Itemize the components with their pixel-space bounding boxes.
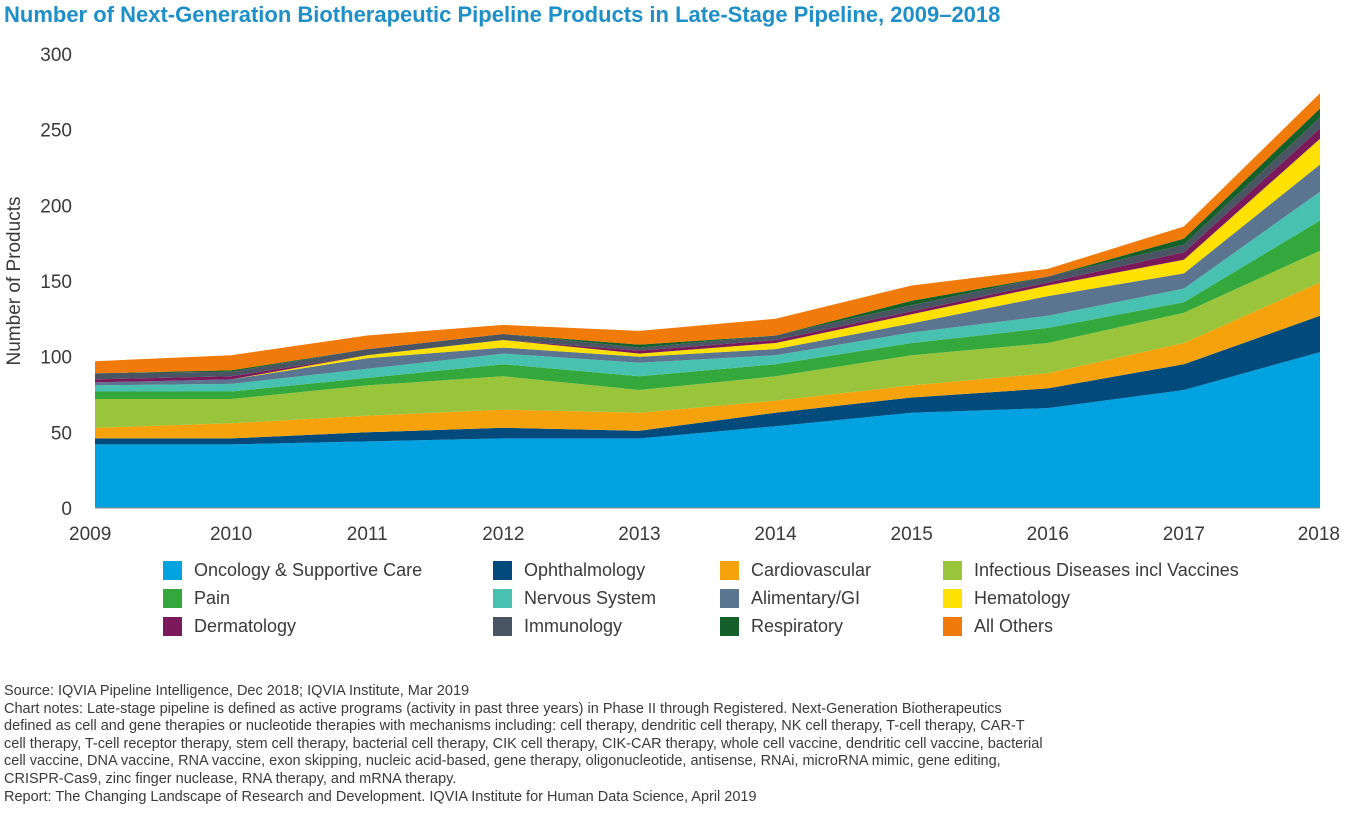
legend-label: Dermatology <box>194 616 297 636</box>
y-tick-label: 250 <box>40 121 72 142</box>
legend-label: Oncology & Supportive Care <box>194 560 423 580</box>
footnotes: Source: IQVIA Pipeline Intelligence, Dec… <box>4 683 1304 806</box>
legend-item: Infectious Diseases incl Vaccines <box>943 560 1239 581</box>
legend-swatch <box>493 561 512 580</box>
legend-swatch <box>163 561 182 580</box>
legend-item: Dermatology <box>163 616 296 637</box>
legend-label: Nervous System <box>524 588 657 608</box>
source-note: Source: IQVIA Pipeline Intelligence, Dec… <box>4 683 470 699</box>
area-series-infectious-diseases-incl-vaccines <box>95 250 1320 428</box>
legend-item: All Others <box>943 616 1053 637</box>
area-series-oncology-supportive-care <box>95 352 1320 508</box>
legend-swatch <box>163 589 182 608</box>
chart-notes-line: cell vaccine, DNA vaccine, RNA vaccine, … <box>4 753 1001 770</box>
legend-swatch <box>943 561 962 580</box>
x-tick-label: 2013 <box>618 524 660 545</box>
legend-label: Alimentary/GI <box>751 588 861 608</box>
legend-item: Pain <box>163 588 230 609</box>
legend-item: Immunology <box>493 616 622 637</box>
legend-item: Ophthalmology <box>493 560 645 581</box>
x-tick-label: 2016 <box>1027 524 1069 545</box>
report-note: Report: The Changing Landscape of Resear… <box>4 788 757 805</box>
chart-notes-line: Chart notes: Late-stage pipeline is defi… <box>4 700 1002 717</box>
chart-title: Number of Next-Generation Biotherapeutic… <box>4 2 1001 27</box>
legend-item: Hematology <box>943 588 1070 609</box>
legend-swatch <box>720 561 739 580</box>
y-tick-label: 50 <box>51 423 72 444</box>
x-tick-label: 2018 <box>1298 524 1340 545</box>
x-tick-label: 2011 <box>347 524 388 545</box>
legend-swatch <box>493 617 512 636</box>
x-tick-label: 2014 <box>754 524 797 545</box>
x-tick-label: 2010 <box>210 524 252 545</box>
x-tick-label: 2012 <box>482 524 524 545</box>
legend-swatch <box>163 617 182 636</box>
legend-item: Nervous System <box>493 588 656 609</box>
legend-swatch <box>943 617 962 636</box>
y-tick-label: 100 <box>40 348 72 369</box>
legend-label: Hematology <box>974 588 1071 608</box>
legend-label: Cardiovascular <box>751 560 872 580</box>
legend-item: Alimentary/GI <box>720 588 860 609</box>
x-tick-label: 2017 <box>1163 524 1205 545</box>
x-tick-label: 2015 <box>891 524 933 545</box>
legend-item: Respiratory <box>720 616 843 637</box>
legend-label: Respiratory <box>751 616 844 636</box>
legend-swatch <box>493 589 512 608</box>
area-series-cardiovascular <box>95 282 1320 439</box>
legend-item: Oncology & Supportive Care <box>163 560 422 581</box>
legend-label: Immunology <box>524 616 623 636</box>
legend-label: Infectious Diseases incl Vaccines <box>974 560 1239 580</box>
y-tick-label: 0 <box>61 499 72 520</box>
legend-label: All Others <box>974 616 1054 636</box>
chart-notes-line: defined as cell and gene therapies or nu… <box>4 718 1025 735</box>
legend-label: Ophthalmology <box>524 560 646 580</box>
stacked-area-chart: 0 50 100 150 200 250 300 Number of Products 2009… <box>4 45 1340 545</box>
legend-swatch <box>720 589 739 608</box>
x-tick-label: 2009 <box>69 524 111 545</box>
legend-label: Pain <box>194 588 231 608</box>
legend-swatch <box>720 617 739 636</box>
legend-item: Cardiovascular <box>720 560 871 581</box>
y-axis-title: Number of Products <box>4 197 25 366</box>
y-tick-label: 150 <box>40 272 72 293</box>
y-tick-label: 200 <box>40 196 72 217</box>
y-tick-label: 300 <box>40 45 72 66</box>
legend-swatch <box>943 589 962 608</box>
chart-notes-line: cell therapy, T-cell receptor therapy, s… <box>4 735 1043 752</box>
chart-notes-line: CRISPR-Cas9, zinc finger nuclease, RNA t… <box>4 770 457 787</box>
